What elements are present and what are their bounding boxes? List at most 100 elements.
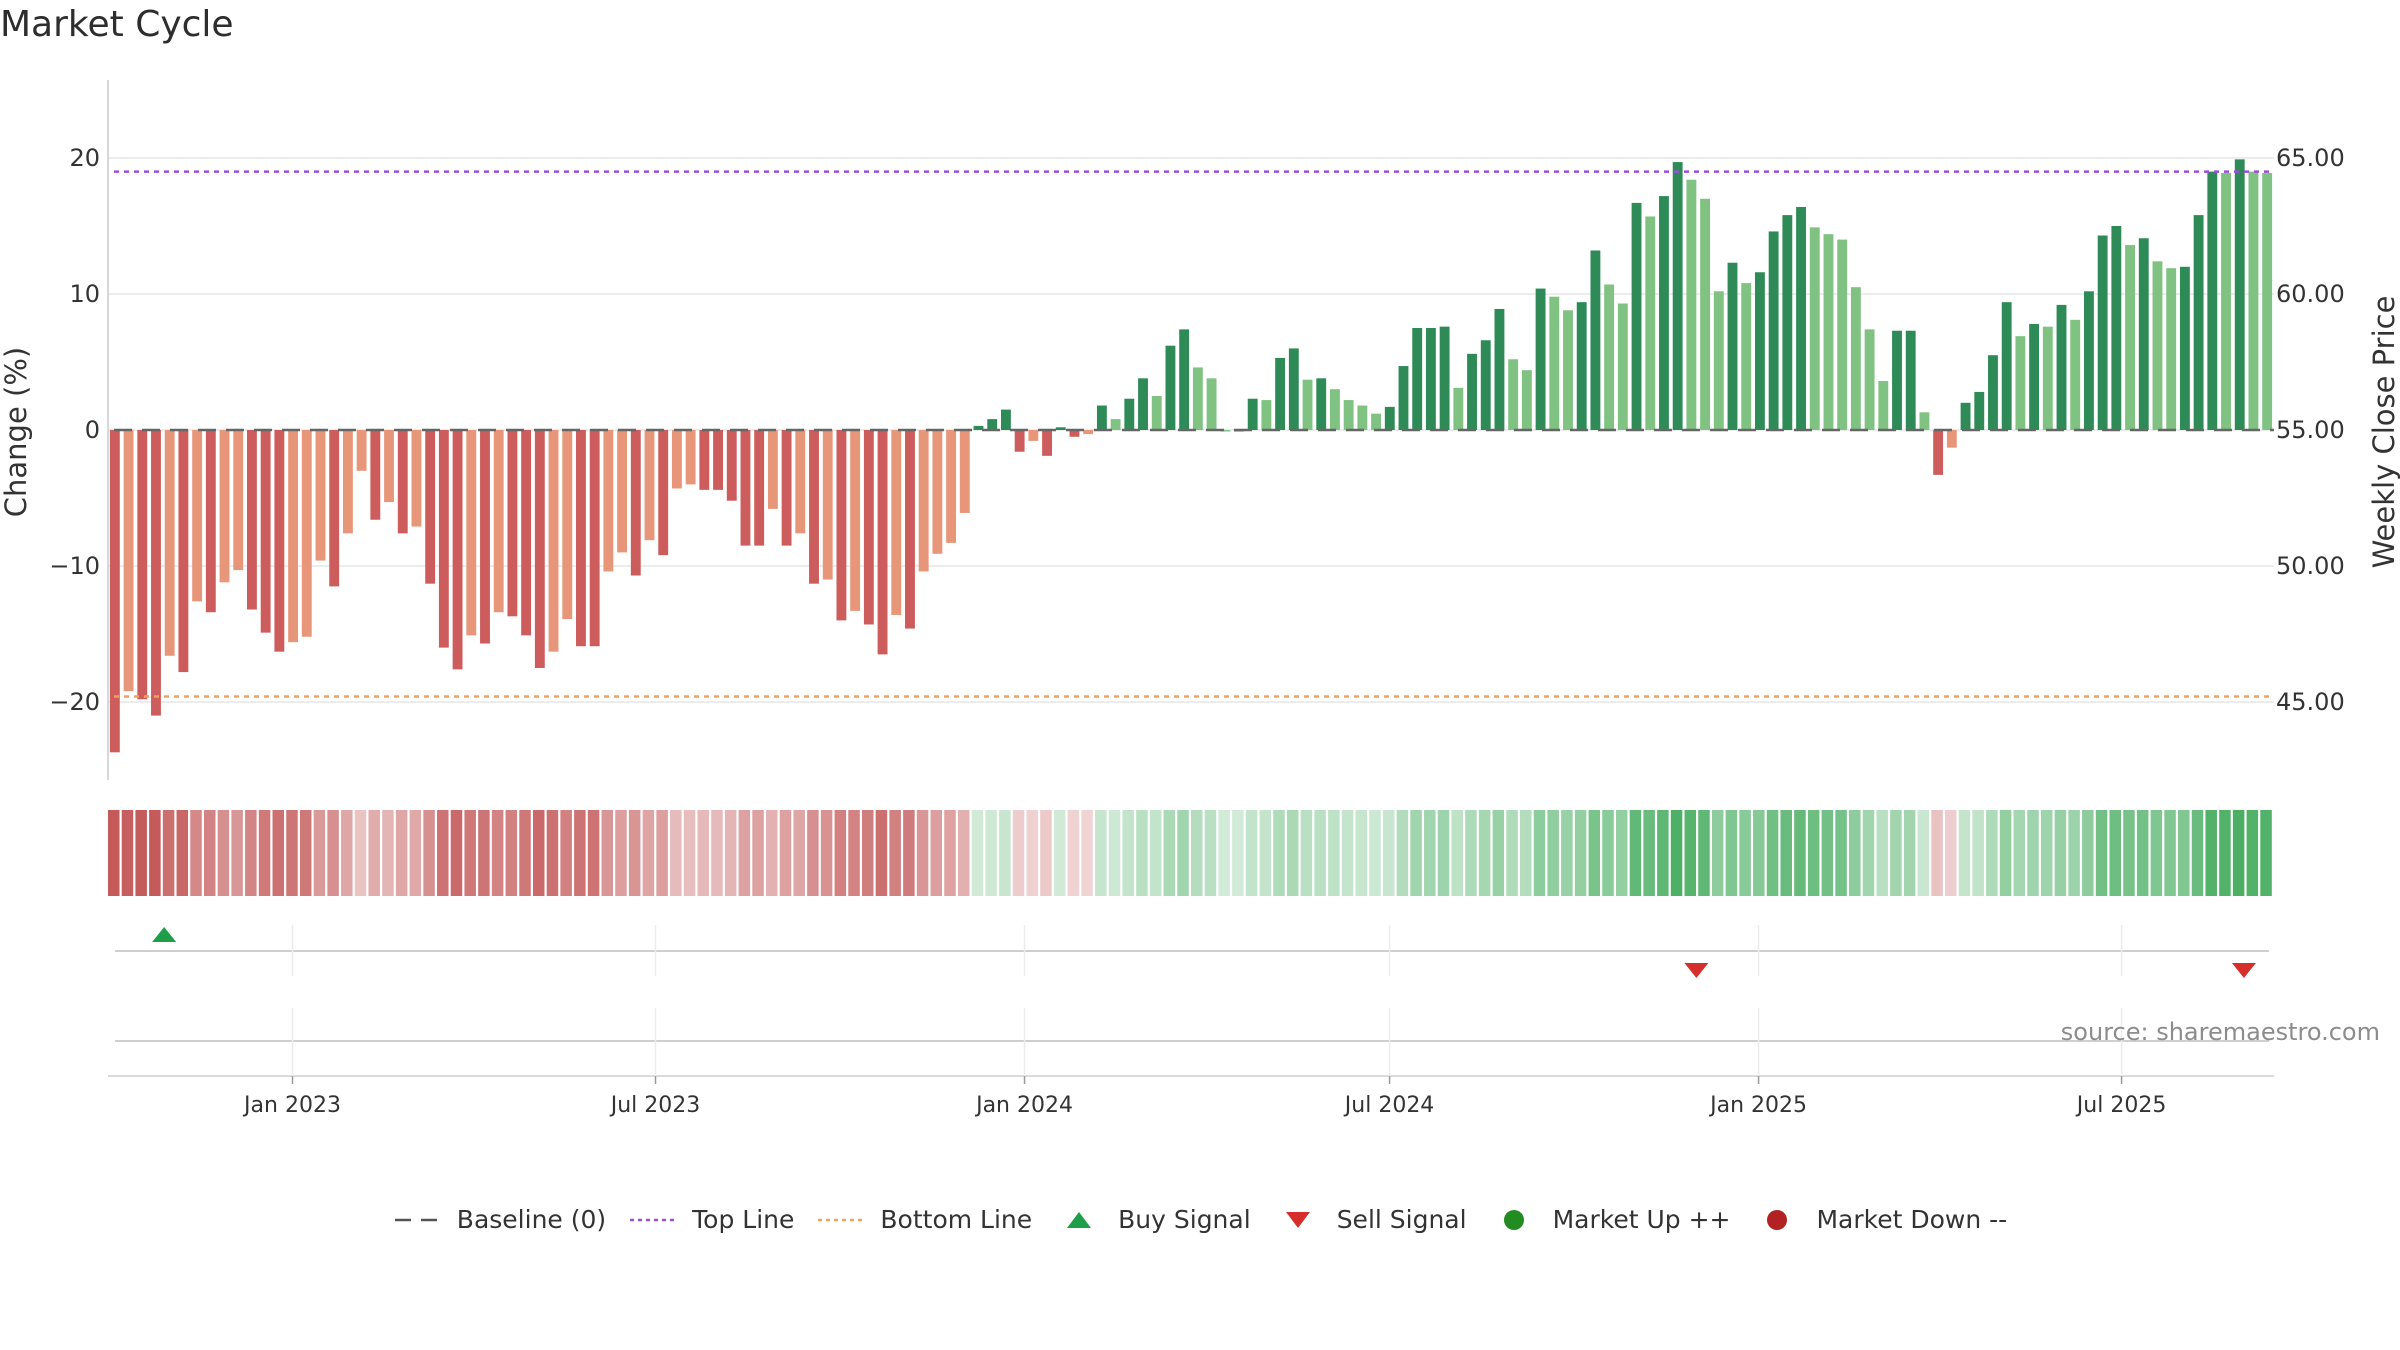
heat-cell (861, 810, 874, 896)
heat-cell (1533, 810, 1546, 896)
heat-cell (1382, 810, 1395, 896)
heat-cell (1314, 810, 1326, 896)
heat-cell (574, 810, 586, 896)
bar (2248, 171, 2259, 430)
heat-cell (1766, 810, 1779, 896)
bar (1809, 227, 1820, 430)
bar (905, 430, 915, 629)
heat-cell (738, 810, 751, 896)
bar (2015, 336, 2026, 430)
bar (1933, 430, 1944, 475)
y-tick-label-right: 55.00 (2276, 416, 2345, 444)
heat-cell (2232, 810, 2245, 896)
heat-cell (1574, 810, 1587, 896)
heat-cell (1108, 810, 1121, 896)
heat-cell (820, 810, 833, 896)
heat-cell (368, 810, 380, 896)
heat-cell (1341, 810, 1354, 896)
bar (1384, 406, 1395, 430)
heat-cell (354, 810, 367, 896)
heat-cell (1876, 810, 1888, 896)
bar (2166, 268, 2177, 430)
bar (301, 430, 312, 637)
y-tick-label-right: 45.00 (2276, 688, 2345, 716)
heat-cell (1615, 810, 1628, 896)
bar (891, 430, 902, 615)
bar (699, 430, 710, 490)
bar (1083, 430, 1094, 435)
heat-cell (1520, 810, 1532, 896)
bar (466, 430, 477, 636)
legend-label: Buy Signal (1118, 1205, 1251, 1234)
heat-cell (944, 810, 956, 896)
legend-item-bottom-line: Bottom Line (816, 1205, 1032, 1234)
bar (1138, 378, 1148, 430)
heat-cell (971, 810, 984, 896)
bar (1398, 366, 1409, 430)
bar (713, 430, 723, 490)
bar (1302, 379, 1313, 430)
bar (329, 430, 340, 587)
heat-cell (957, 810, 970, 896)
bar (1659, 196, 1669, 430)
bar (247, 430, 257, 610)
bar (918, 430, 929, 572)
bar (932, 430, 943, 554)
bar (562, 430, 573, 620)
heat-cell (2123, 810, 2135, 896)
heat-cell (519, 810, 531, 896)
heat-cell (1821, 810, 1834, 896)
bar (1151, 396, 1162, 430)
heat-cell (1849, 810, 1861, 896)
y-tick-label-left: 0 (85, 416, 100, 444)
bar (809, 430, 819, 584)
heat-cell (1999, 810, 2012, 896)
heat-cell (2013, 810, 2026, 896)
x-tick-label: Jan 2024 (974, 1093, 1073, 1118)
heat-cell (2219, 810, 2231, 896)
y-tick-label-left: −20 (49, 688, 100, 716)
bar (493, 430, 504, 613)
bar (2234, 159, 2245, 431)
bar (1631, 202, 1642, 430)
dash-line-icon (394, 1218, 441, 1221)
bar (1261, 400, 1272, 430)
bar (233, 430, 244, 571)
heat-cell (848, 810, 860, 896)
heat-cell (1492, 810, 1505, 896)
bar (1508, 359, 1519, 430)
heat-cell (601, 810, 614, 896)
heat-cell (1437, 810, 1450, 896)
bar (1028, 430, 1039, 441)
heat-cell (505, 810, 518, 896)
heat-cell (2027, 810, 2039, 896)
heat-cell (1725, 810, 1738, 896)
bar (1617, 303, 1628, 430)
heat-cell (697, 810, 709, 896)
heat-cell (1053, 810, 1066, 896)
bar (274, 430, 285, 652)
heat-cell (724, 810, 737, 896)
legend-label: Baseline (0) (456, 1205, 607, 1234)
heat-cell (1711, 810, 1724, 896)
heat-cell (1958, 810, 1971, 896)
bar (1371, 413, 1382, 430)
heat-cell (1012, 810, 1025, 896)
axis-layer: 20 65.00 10 60.00 0 55.00 −10 50.00 −20 45.00 Jan … (49, 80, 2345, 1118)
bar (630, 430, 641, 576)
bar (2152, 261, 2163, 430)
heat-cell (2164, 810, 2176, 896)
heat-cell (1862, 810, 1875, 896)
bar (109, 430, 120, 753)
y-tick-label-right: 50.00 (2276, 552, 2345, 580)
bar (2056, 304, 2067, 430)
bar (2179, 266, 2190, 430)
heat-cell (1232, 810, 1244, 896)
bar (1946, 430, 1957, 448)
heat-cell (1451, 810, 1463, 896)
bar (2083, 291, 2094, 430)
heat-cell (532, 810, 545, 896)
heat-cell (1780, 810, 1792, 896)
heat-cell (190, 810, 202, 896)
heat-cell (272, 810, 285, 896)
